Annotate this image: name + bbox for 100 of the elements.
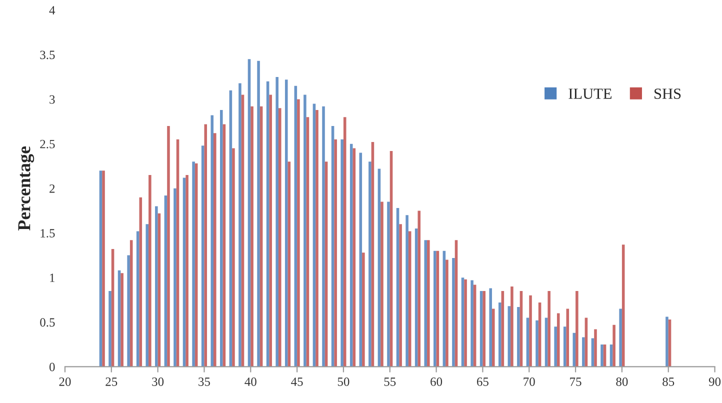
bar	[666, 316, 668, 367]
bar	[406, 215, 408, 367]
bar	[600, 344, 604, 367]
bar	[257, 60, 260, 367]
bar	[563, 326, 566, 367]
bar	[127, 255, 130, 367]
bar	[304, 94, 306, 367]
bar	[182, 178, 186, 367]
bar	[192, 162, 195, 367]
x-tick-label: 60	[430, 378, 442, 386]
bar	[220, 110, 223, 367]
bar	[322, 106, 325, 367]
bar	[250, 106, 254, 367]
bar	[612, 324, 616, 367]
x-tick-label: 25	[106, 378, 118, 386]
x-tick-label: 30	[152, 378, 164, 386]
bar	[278, 108, 282, 367]
x-tick-label: 45	[291, 378, 303, 386]
bar	[548, 290, 550, 367]
bar	[498, 302, 502, 367]
bar	[266, 81, 270, 367]
bar	[352, 148, 356, 367]
bar	[312, 104, 316, 367]
bar	[139, 197, 142, 367]
legend-label: SHS	[654, 88, 681, 99]
bar	[418, 210, 421, 367]
bar	[276, 76, 278, 367]
y-tick-label: 4	[49, 6, 56, 14]
bar	[470, 280, 474, 367]
y-axis-title: Percentage	[18, 146, 34, 231]
x-tick-label: 65	[476, 378, 488, 386]
y-tick-label: 3	[50, 95, 55, 104]
bar	[248, 59, 251, 367]
bar	[167, 126, 170, 367]
x-tick-label: 40	[244, 378, 256, 386]
bar	[464, 279, 467, 367]
bar	[284, 80, 288, 367]
bar	[482, 290, 486, 367]
bar	[297, 99, 300, 367]
bar	[343, 117, 346, 367]
bar	[269, 94, 272, 367]
bar	[556, 313, 560, 367]
bar	[359, 152, 362, 367]
bar	[120, 273, 124, 367]
x-tick-label: 20	[59, 378, 71, 386]
x-tick-label: 90	[708, 378, 721, 386]
bar	[148, 175, 152, 367]
bar	[362, 252, 365, 367]
bar	[201, 146, 204, 367]
bar	[554, 326, 557, 367]
legend-label: ILUTE	[568, 88, 612, 99]
bar	[452, 258, 455, 367]
bar	[594, 329, 597, 367]
bar	[324, 162, 328, 367]
bar	[288, 162, 291, 367]
x-tick-label: 85	[662, 378, 674, 386]
bar	[619, 308, 622, 367]
bar	[582, 337, 585, 367]
bar	[424, 240, 428, 367]
bar	[316, 110, 318, 367]
bar	[102, 170, 105, 367]
bar	[238, 83, 242, 367]
bar	[186, 175, 188, 367]
bar	[204, 124, 208, 367]
x-tick-label: 75	[570, 378, 582, 386]
bar	[399, 224, 402, 367]
bar	[492, 308, 495, 367]
x-tick-label: 80	[616, 378, 628, 386]
bar	[222, 124, 226, 367]
bar	[517, 306, 520, 367]
y-tick-label: 1.5	[40, 229, 55, 238]
y-tick-label: 0.5	[40, 318, 55, 327]
y-tick-label: 2	[50, 184, 55, 193]
bar	[434, 250, 436, 367]
y-tick-label: 0	[49, 362, 55, 372]
x-tick-label: 35	[198, 378, 210, 386]
y-tick-label: 2.5	[40, 140, 55, 148]
x-tick-label: 70	[524, 378, 535, 386]
bar	[108, 290, 112, 367]
bar	[368, 162, 372, 367]
bar	[340, 139, 344, 367]
bar	[306, 117, 310, 367]
x-tick-label: 50	[338, 378, 350, 386]
bar	[380, 202, 384, 367]
bar	[146, 224, 149, 367]
bar	[510, 286, 514, 367]
bar	[446, 260, 448, 367]
bar	[334, 139, 337, 367]
y-tick-label: 3.5	[40, 50, 55, 60]
bar	[155, 206, 158, 367]
bar	[576, 290, 578, 367]
bar	[214, 133, 216, 367]
bar	[210, 115, 214, 367]
bar	[232, 148, 235, 367]
x-tick-label: 55	[384, 378, 396, 386]
bar	[427, 240, 430, 367]
bar	[536, 320, 538, 367]
bar	[387, 202, 390, 367]
bar	[529, 295, 532, 367]
bar	[489, 288, 492, 367]
